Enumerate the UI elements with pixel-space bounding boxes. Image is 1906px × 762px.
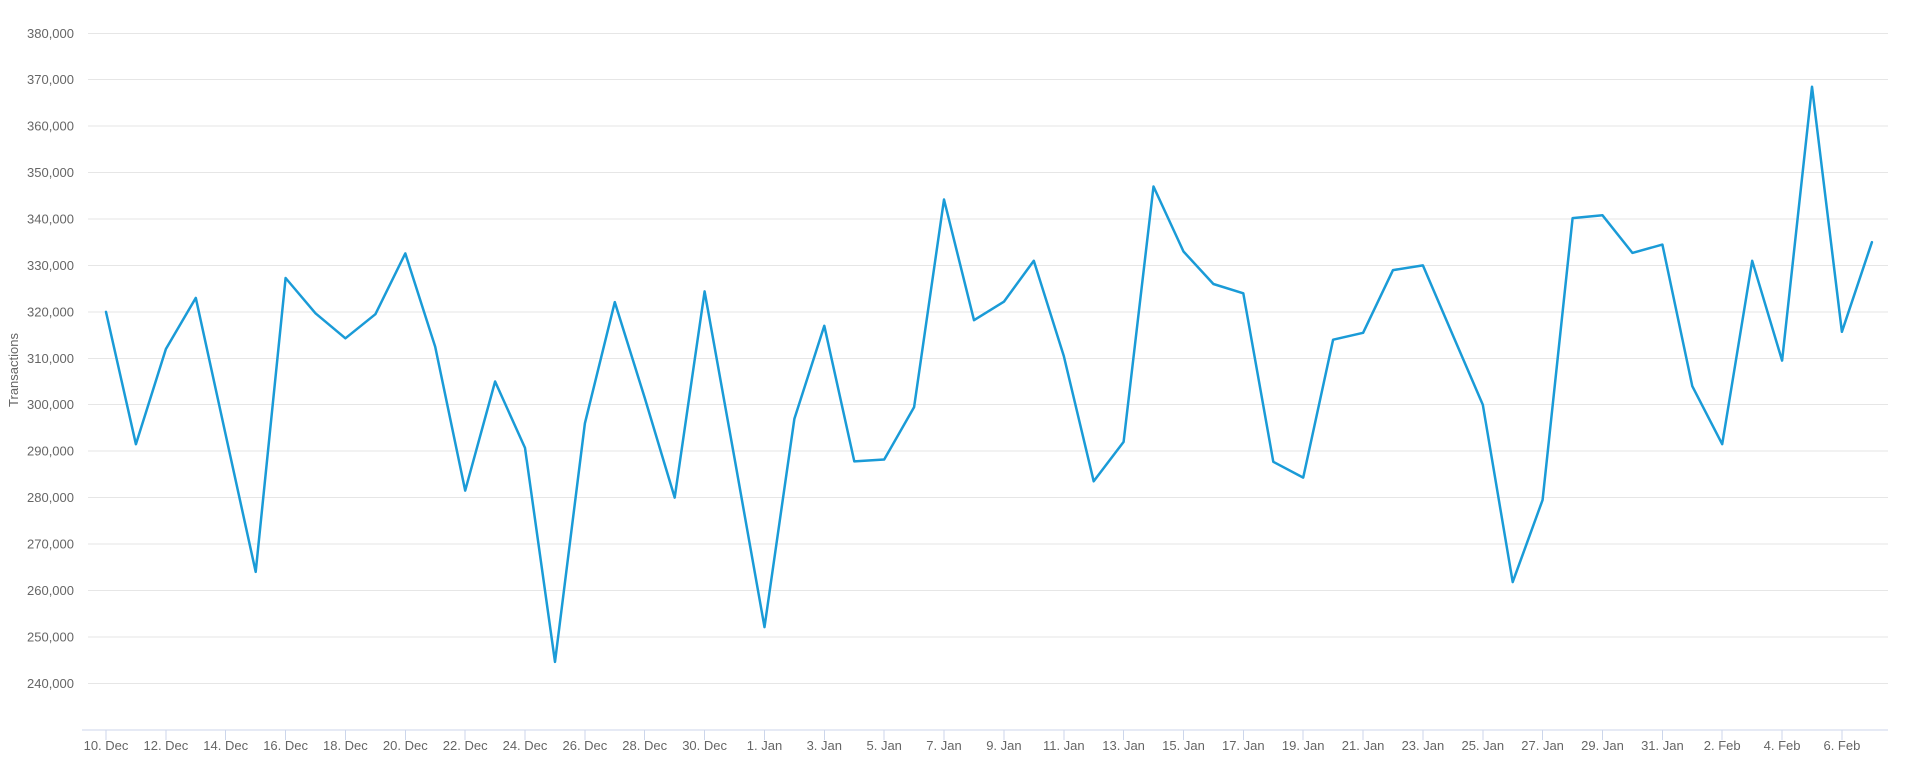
y-axis-tick-label: 320,000 (27, 304, 74, 319)
x-axis-tick-label: 4. Feb (1764, 738, 1801, 753)
x-axis-tick-label: 12. Dec (143, 738, 188, 753)
gridlines (88, 32, 1888, 684)
y-axis-tick-label: 370,000 (27, 72, 74, 87)
x-axis-tick-label: 19. Jan (1282, 738, 1325, 753)
x-axis-tick-label: 9. Jan (986, 738, 1021, 753)
x-axis-tick-label: 23. Jan (1402, 738, 1445, 753)
x-axis-tick-label: 6. Feb (1823, 738, 1860, 753)
x-axis-tick-label: 30. Dec (682, 738, 727, 753)
x-axis-tick-label: 3. Jan (807, 738, 842, 753)
x-axis-tick-label: 27. Jan (1521, 738, 1564, 753)
x-axis-tick-label: 18. Dec (323, 738, 368, 753)
y-axis-tick-label: 250,000 (27, 629, 74, 644)
x-axis-labels: 10. Dec 12. Dec 14. Dec 16. Dec 18. Dec 20. D… (84, 738, 1861, 753)
x-axis-tick-label: 10. Dec (84, 738, 129, 753)
x-axis-tick-label: 17. Jan (1222, 738, 1265, 753)
y-axis-labels: 240,000 250,000 260,000 270,000 280,000 290,0… (27, 26, 74, 691)
x-axis-tick-label: 24. Dec (503, 738, 548, 753)
x-axis-tick-label: 29. Jan (1581, 738, 1624, 753)
y-axis-tick-label: 300,000 (27, 397, 74, 412)
y-axis-tick-label: 240,000 (27, 676, 74, 691)
x-axis-tick-label: 20. Dec (383, 738, 428, 753)
x-axis-tick-label: 14. Dec (203, 738, 248, 753)
x-axis-tick-label: 31. Jan (1641, 738, 1684, 753)
x-axis-tick-label: 26. Dec (562, 738, 607, 753)
y-axis-tick-label: 340,000 (27, 212, 74, 227)
x-axis-tick-label: 22. Dec (443, 738, 488, 753)
y-axis-tick-label: 310,000 (27, 351, 74, 366)
y-axis-tick-label: 350,000 (27, 165, 74, 180)
x-axis-tick-label: 28. Dec (622, 738, 667, 753)
y-axis-tick-label: 330,000 (27, 258, 74, 273)
x-axis-tick-label: 11. Jan (1043, 738, 1085, 753)
y-axis-tick-label: 260,000 (27, 583, 74, 598)
x-axis-tick-label: 2. Feb (1704, 738, 1741, 753)
x-axis-tick-label: 7. Jan (926, 738, 961, 753)
x-axis-tick-label: 1. Jan (747, 738, 782, 753)
y-axis-title: Transactions (6, 333, 21, 407)
series-line-transactions[interactable] (104, 85, 1874, 664)
y-axis-tick-label: 380,000 (27, 26, 74, 41)
x-axis-tick-label: 25. Jan (1461, 738, 1504, 753)
x-axis-tick-label: 13. Jan (1102, 738, 1145, 753)
x-axis-tick-label: 21. Jan (1342, 738, 1385, 753)
y-axis-tick-label: 290,000 (27, 444, 74, 459)
x-axis-tick-label: 15. Jan (1162, 738, 1205, 753)
y-axis-tick-label: 360,000 (27, 119, 74, 134)
x-axis-tick-marks (105, 730, 1843, 740)
y-axis-tick-label: 280,000 (27, 490, 74, 505)
y-axis-tick-label: 270,000 (27, 537, 74, 552)
x-axis-tick-label: 5. Jan (866, 738, 901, 753)
x-axis-tick-label: 16. Dec (263, 738, 308, 753)
